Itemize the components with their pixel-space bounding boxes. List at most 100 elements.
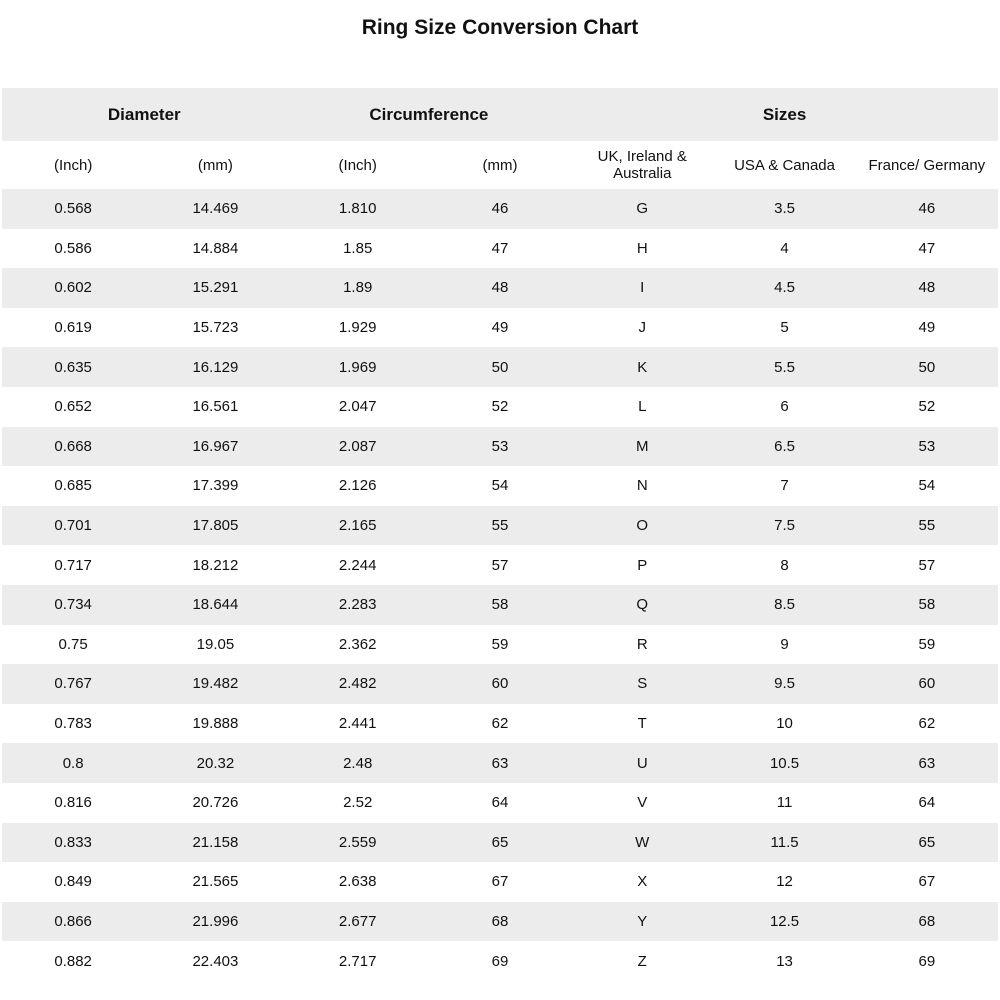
cell-circumference-mm: 62 — [491, 715, 509, 733]
cell-diameter-mm: 14.884 — [192, 239, 239, 257]
cell-diameter-mm: 16.967 — [192, 437, 239, 455]
cell-diameter-mm: 15.723 — [192, 319, 239, 337]
table-row: 0.849 21.565 2.638 67 X 12 67 — [2, 862, 998, 902]
cell-diameter-inch: 0.767 — [54, 675, 92, 693]
cell-diameter-inch: 0.849 — [54, 873, 92, 891]
column-header-size-usa: USA & Canada — [734, 156, 835, 174]
group-header-sizes: Sizes — [762, 104, 807, 124]
table-row: 0.619 15.723 1.929 49 J 5 49 — [2, 308, 998, 348]
cell-diameter-inch: 0.652 — [54, 398, 92, 416]
cell-size-uk: J — [638, 319, 647, 337]
table-row: 0.668 16.967 2.087 53 M 6.5 53 — [2, 426, 998, 467]
column-header-circumference-mm: (mm) — [482, 156, 518, 174]
cell-diameter-inch: 0.685 — [54, 477, 92, 495]
cell-size-uk: Y — [637, 912, 648, 930]
cell-size-usa: 9 — [780, 635, 789, 653]
cell-circumference-mm: 65 — [491, 833, 509, 851]
cell-size-france: 62 — [918, 715, 936, 733]
cell-circumference-mm: 57 — [491, 556, 509, 574]
cell-circumference-mm: 55 — [491, 517, 509, 535]
cell-circumference-mm: 48 — [491, 279, 509, 297]
cell-size-usa: 4.5 — [774, 279, 795, 297]
cell-size-france: 68 — [918, 912, 936, 930]
cell-diameter-mm: 18.212 — [192, 556, 239, 574]
cell-diameter-mm: 17.399 — [192, 477, 239, 495]
table-row: 0.767 19.482 2.482 60 S 9.5 60 — [2, 664, 998, 704]
cell-diameter-mm: 20.726 — [192, 794, 239, 812]
cell-size-uk: M — [636, 437, 649, 455]
cell-size-france: 50 — [918, 358, 936, 376]
cell-size-france: 67 — [918, 873, 936, 891]
cell-size-france: 69 — [918, 952, 936, 970]
cell-diameter-mm: 15.291 — [192, 279, 239, 297]
cell-circumference-inch: 2.559 — [338, 833, 377, 851]
cell-diameter-inch: 0.635 — [54, 358, 92, 376]
cell-diameter-inch: 0.783 — [54, 715, 92, 733]
cell-diameter-mm: 19.888 — [192, 715, 239, 733]
cell-circumference-inch: 2.362 — [338, 635, 377, 653]
cell-diameter-inch: 0.816 — [54, 794, 92, 812]
column-header-circumference-inch: (Inch) — [338, 156, 377, 174]
cell-size-usa: 8.5 — [774, 596, 795, 614]
cell-size-uk: I — [640, 279, 645, 297]
cell-size-usa: 12.5 — [769, 912, 800, 930]
table-row: 0.701 17.805 2.165 55 O 7.5 55 — [2, 505, 998, 546]
cell-circumference-inch: 1.929 — [338, 319, 377, 337]
cell-diameter-mm: 22.403 — [192, 952, 239, 970]
cell-size-usa: 7.5 — [774, 517, 795, 535]
cell-size-uk: Q — [636, 596, 649, 614]
cell-circumference-mm: 49 — [491, 319, 509, 337]
cell-circumference-inch: 2.087 — [338, 437, 377, 455]
cell-circumference-mm: 52 — [491, 398, 509, 416]
page-title: Ring Size Conversion Chart — [361, 16, 639, 39]
table-row: 0.866 21.996 2.677 68 Y 12.5 68 — [2, 901, 998, 942]
table-row: 0.586 14.884 1.85 47 H 4 47 — [2, 229, 998, 269]
cell-size-uk: H — [636, 239, 648, 257]
cell-circumference-inch: 1.969 — [338, 358, 377, 376]
cell-size-uk: L — [638, 398, 647, 416]
cell-circumference-inch: 2.047 — [338, 398, 377, 416]
cell-circumference-mm: 47 — [491, 239, 509, 257]
cell-size-uk: X — [637, 873, 648, 891]
cell-size-usa: 7 — [780, 477, 789, 495]
cell-size-usa: 10.5 — [769, 754, 800, 772]
cell-size-france: 52 — [918, 398, 936, 416]
cell-size-usa: 6 — [780, 398, 789, 416]
cell-size-uk: O — [636, 517, 649, 535]
cell-circumference-mm: 53 — [491, 437, 509, 455]
cell-size-france: 53 — [918, 437, 936, 455]
group-header-diameter: Diameter — [107, 104, 181, 124]
cell-circumference-mm: 68 — [491, 912, 509, 930]
cell-diameter-inch: 0.75 — [58, 635, 88, 653]
table-row: 0.602 15.291 1.89 48 I 4.5 48 — [2, 268, 998, 308]
cell-diameter-inch: 0.586 — [54, 239, 92, 257]
cell-size-france: 63 — [918, 754, 936, 772]
table-row: 0.635 16.129 1.969 50 K 5.5 50 — [2, 347, 998, 387]
cell-diameter-inch: 0.717 — [54, 556, 92, 574]
cell-diameter-mm: 16.129 — [192, 358, 239, 376]
cell-size-uk: T — [637, 715, 647, 733]
cell-diameter-inch: 0.701 — [54, 517, 92, 535]
cell-size-france: 57 — [918, 556, 936, 574]
cell-circumference-inch: 2.677 — [338, 912, 377, 930]
cell-circumference-inch: 1.89 — [343, 279, 373, 297]
cell-diameter-inch: 0.882 — [54, 952, 92, 970]
cell-size-usa: 11.5 — [770, 833, 799, 851]
table-row: 0.882 22.403 2.717 69 Z 13 69 — [2, 941, 998, 981]
cell-size-usa: 11 — [776, 794, 793, 812]
cell-size-france: 48 — [918, 279, 936, 297]
column-header-diameter-inch: (Inch) — [53, 156, 93, 174]
cell-size-usa: 5 — [780, 319, 789, 337]
cell-size-usa: 10 — [776, 715, 793, 733]
column-header-size-france: France/ Germany — [868, 156, 986, 174]
cell-size-france: 47 — [918, 239, 936, 257]
cell-circumference-mm: 50 — [491, 358, 509, 376]
cell-circumference-inch: 2.717 — [338, 952, 377, 970]
table-row: 0.8 20.32 2.48 63 U 10.5 63 — [2, 743, 998, 783]
cell-size-uk: U — [636, 754, 648, 772]
table-row: 0.652 16.561 2.047 52 L 6 52 — [2, 387, 998, 427]
cell-circumference-mm: 64 — [491, 794, 509, 812]
cell-circumference-mm: 54 — [491, 477, 509, 495]
cell-size-uk: S — [637, 675, 648, 693]
table-row: 0.75 19.05 2.362 59 R 9 59 — [2, 625, 998, 665]
